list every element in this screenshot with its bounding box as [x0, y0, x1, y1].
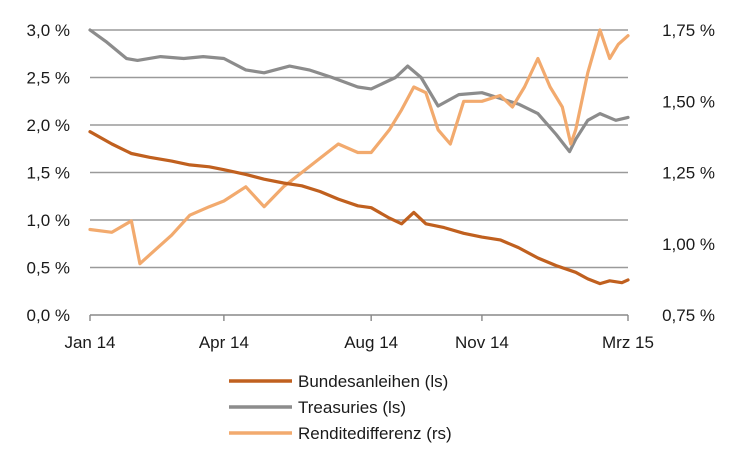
- series-line-bundesanleihen: [88, 130, 630, 286]
- legend-label-bundesanleihen: Bundesanleihen (ls): [298, 372, 448, 391]
- legend: Bundesanleihen (ls) Treasuries (ls) Rendit…: [229, 372, 452, 443]
- left-axis-tick-label: 0,5 %: [27, 259, 70, 278]
- right-axis-tick-label: 1,00 %: [662, 235, 715, 254]
- series-line-treasuries: [88, 28, 630, 154]
- legend-label-treasuries: Treasuries (ls): [298, 398, 406, 417]
- gridlines: [90, 29, 628, 269]
- legend-label-renditedifferenz: Renditedifferenz (rs): [298, 424, 452, 443]
- right-axis-tick-label: 1,50 %: [662, 92, 715, 111]
- left-axis-tick-labels: 0,0 % 0,5 % 1,0 % 1,5 % 2,0 % 2,5 % 3,0 %: [27, 21, 70, 325]
- x-axis-ticks: [89, 315, 629, 321]
- series-line-renditedifferenz: [88, 28, 630, 266]
- right-axis-tick-labels: 0,75 % 1,00 % 1,25 % 1,50 % 1,75 %: [662, 21, 715, 325]
- right-axis-tick-label: 0,75 %: [662, 306, 715, 325]
- x-axis-tick-label: Nov 14: [455, 333, 509, 352]
- left-axis-tick-label: 0,0 %: [27, 306, 70, 325]
- left-axis-tick-label: 1,5 %: [27, 164, 70, 183]
- x-axis-tick-labels: Jan 14 Apr 14 Aug 14 Nov 14 Mrz 15: [64, 333, 654, 352]
- left-axis-tick-label: 3,0 %: [27, 21, 70, 40]
- left-axis-tick-label: 2,5 %: [27, 69, 70, 88]
- left-axis-tick-label: 1,0 %: [27, 211, 70, 230]
- x-axis-tick-label: Jan 14: [64, 333, 115, 352]
- x-axis-tick-label: Apr 14: [199, 333, 249, 352]
- left-axis-tick-label: 2,0 %: [27, 116, 70, 135]
- x-axis-tick-label: Mrz 15: [602, 333, 654, 352]
- series-layer: [88, 28, 630, 286]
- right-axis-tick-label: 1,25 %: [662, 164, 715, 183]
- right-axis-tick-label: 1,75 %: [662, 21, 715, 40]
- x-axis-tick-label: Aug 14: [344, 333, 398, 352]
